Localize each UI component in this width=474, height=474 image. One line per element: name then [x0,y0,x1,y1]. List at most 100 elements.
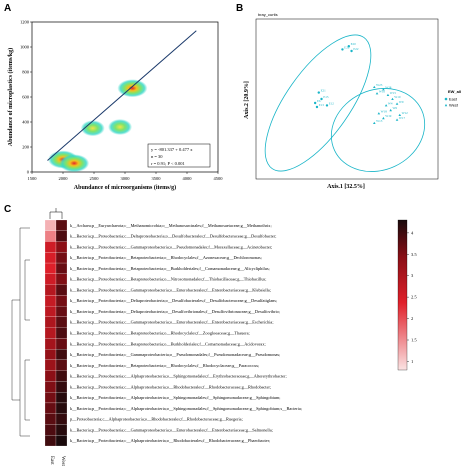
heatmap-row-label: k__Bacteria;p__Proteobacteria;c__Betapro… [70,363,259,368]
legend-title: EW_all [448,89,461,94]
east-confidence-ellipse [264,34,372,172]
point-label: E20 [351,42,357,46]
heatmap-cell [55,402,68,414]
heatmap-cell [44,424,57,436]
density-cluster-1 [59,154,90,173]
east-point [317,91,320,94]
heatmap-cell [44,435,57,447]
heatmap-cell [55,230,68,242]
west-point [389,108,392,112]
panel-a-x-ticks: 1500 2000 2500 3000 3500 4000 4500 [28,172,224,181]
panel-c: C k__Archaea;p__Euryarchaeota;c__Methano… [4,204,417,466]
x-tick-label: 4000 [183,176,193,181]
point-label: E22 [353,47,359,51]
column-label-east: East [49,456,54,465]
west-point [395,102,399,105]
heatmap-cell [55,392,68,404]
heatmap-cell [44,349,57,361]
east-point [313,101,317,105]
east-point [350,49,353,53]
column-dendrogram [49,208,63,219]
colorbar-ticks: 1 1.5 2 2.5 3 3.5 4 [407,230,417,364]
density-clusters [48,79,148,173]
x-tick-label: 2000 [59,176,69,181]
legend-west-marker [444,103,448,107]
heatmap-cell [44,370,57,382]
heatmap-cell [44,316,57,328]
heatmap-row-label: k__Bacteria;p__Proteobacteria;c__Betapro… [70,266,270,271]
heatmap-row-label: k__Bacteria;p__Proteobacteria;c__Gammapr… [70,352,280,357]
heatmap-row-label: k__Bacteria;p__Proteobacteria;c__Alphapr… [70,374,287,379]
west-confidence-ellipse [330,88,426,172]
regression-stats-box [147,143,211,168]
density-cluster-2 [80,120,105,137]
heatmap-row-label: p__Proteobacteria;c__Alphaproteobacteria… [70,417,243,422]
heatmap-cell [55,262,68,274]
west-point [375,92,379,95]
panel-b-x-label: Axis.1 [32.5%] [327,184,365,190]
regression-r: r = 0.91; P < 0.001 [151,161,185,166]
y-tick-label: 600 [22,95,30,100]
panel-b-frame [255,18,439,180]
heatmap-cell [44,327,57,339]
x-tick-label: 3500 [152,176,162,181]
colorbar-tick-label: 1 [411,359,413,364]
y-tick-label: 400 [22,120,30,125]
panel-a: A 1500 2000 2500 3000 3500 4000 4500 0 200 400 60… [4,3,223,191]
colorbar-tick-label: 1.5 [411,338,417,343]
heatmap-cell [44,392,57,404]
point-label: E26 [344,45,350,49]
panel-a-y-label: Abundance of microplastics (items/kg) [7,48,14,146]
heatmap-cell [44,402,57,414]
heatmap-row-label: k__Bacteria;p__Proteobacteria;c__Alphapr… [70,395,281,400]
point-label: W23 [376,83,383,87]
heatmap-cell [55,241,68,253]
east-point [341,48,344,51]
heatmap-cell [44,413,57,425]
west-point [386,93,390,96]
heatmap-row-label: k__Bacteria;p__Proteobacteria;c__Alphapr… [70,438,270,443]
point-label: W4 [388,101,393,105]
x-tick-label: 4500 [214,176,224,181]
west-point [398,113,402,116]
panel-a-y-ticks: 0 200 400 600 800 1000 1200 [20,20,32,175]
colorbar-tick-label: 3 [411,273,414,278]
heatmap-row-label: k__Bacteria;p__Proteobacteria;c__Deltapr… [70,298,277,303]
heatmap-cell [55,316,68,328]
west-point [384,104,388,107]
legend-east-label: East [449,97,458,102]
legend-west-label: West [449,103,459,108]
colorbar-tick-label: 2.5 [411,295,417,300]
east-point [325,104,329,107]
west-point [391,97,394,100]
point-label: W12 [402,111,409,115]
point-label: W18 [381,109,388,113]
heatmap-row-label: k__Bacteria;p__Proteobacteria;c__Alphapr… [70,406,302,411]
legend-east-marker [444,97,448,101]
point-label: W17 [399,116,406,120]
y-tick-label: 1200 [20,20,30,25]
point-label: E21 [321,89,327,93]
row-dendrogram [11,227,30,437]
heatmap-cell [44,305,57,317]
y-tick-label: 800 [22,70,30,75]
point-label: W19 [385,114,392,118]
heatmap-row-label: k__Bacteria;p__Proteobacteria;c__Gammapr… [70,287,271,292]
panel-b-y-label: Axis.2 [20.9%] [244,81,250,119]
heatmap-row-label: k__Bacteria;p__Proteobacteria;c__Deltapr… [70,309,280,314]
point-label: E12 [329,101,335,105]
panel-c-letter: C [4,204,11,215]
colorbar [397,219,408,371]
point-label: W16 [379,89,386,93]
heatmap-cell [55,370,68,382]
point-label: E6 [317,99,321,103]
heatmap-cell [55,338,68,350]
heatmap-row-label: k__Archaea;p__Euryarchaeota;c__Methanomi… [70,223,272,228]
heatmap-cell [44,284,57,296]
colorbar-tick-label: 4 [411,230,414,235]
x-tick-label: 1500 [28,176,38,181]
colorbar-tick-label: 2 [411,316,413,321]
